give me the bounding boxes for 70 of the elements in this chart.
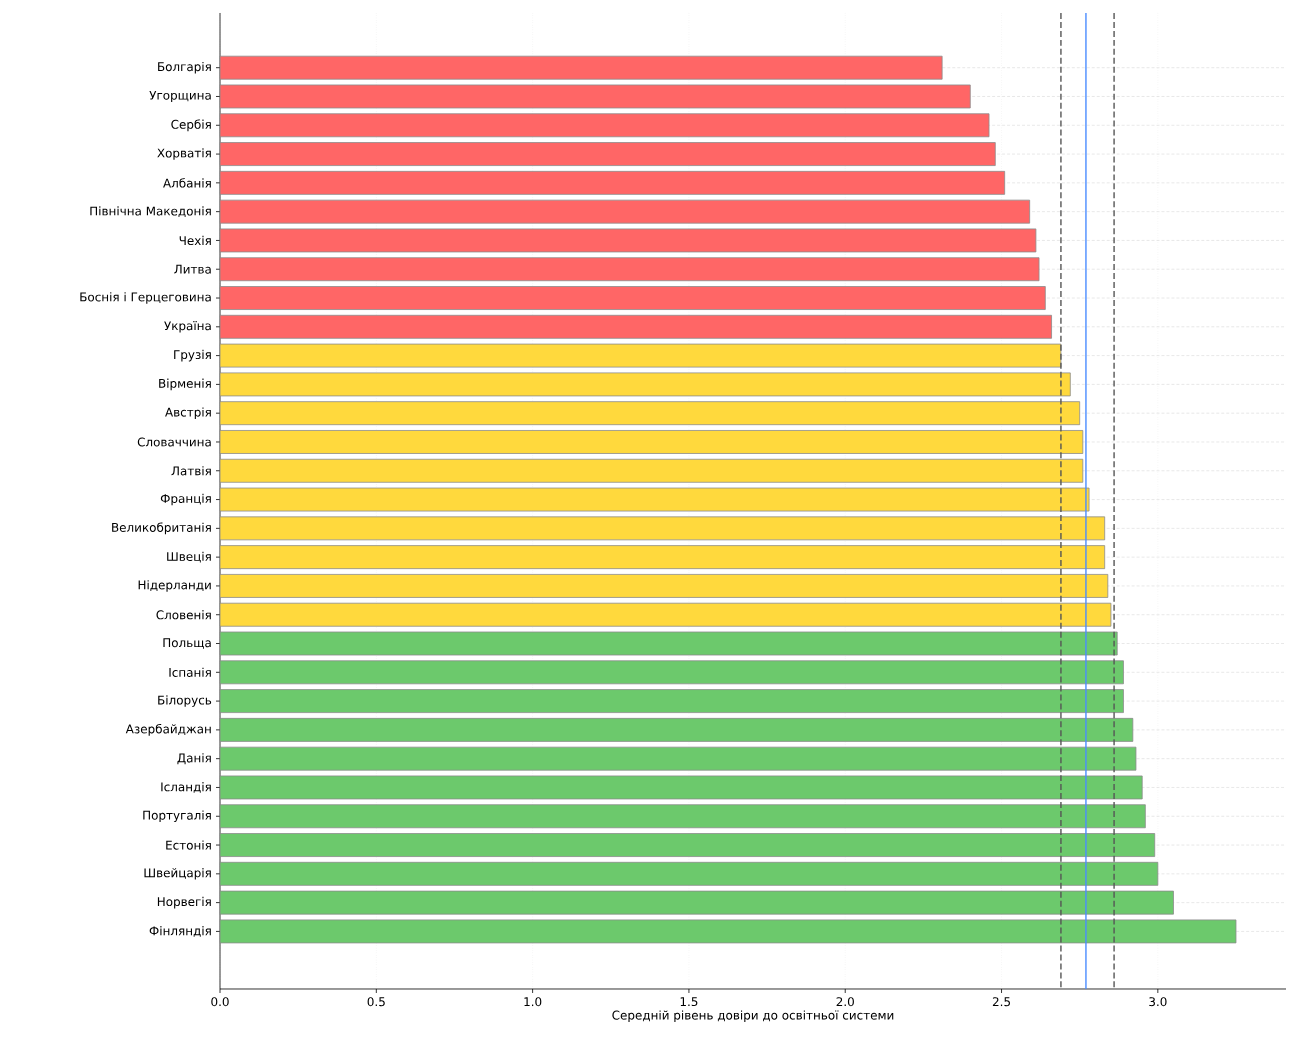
x-tick-label: 0.5 bbox=[367, 997, 385, 1007]
bar bbox=[219, 113, 990, 138]
bar bbox=[219, 458, 1084, 483]
bar bbox=[219, 689, 1124, 714]
y-tick-label: Іспанія bbox=[169, 667, 211, 677]
y-tick-label: Хорватія bbox=[157, 148, 211, 160]
bar bbox=[219, 55, 943, 80]
bar bbox=[219, 919, 1237, 944]
y-tick-label: Словаччина bbox=[137, 437, 211, 447]
x-tick-label: 3.0 bbox=[1149, 997, 1167, 1007]
bar bbox=[219, 717, 1134, 742]
bar bbox=[219, 286, 1046, 310]
bar bbox=[219, 142, 996, 166]
y-tick-label: Латвія bbox=[171, 466, 211, 476]
bar bbox=[219, 574, 1109, 598]
x-axis-title: Середній рівень довіри до освітньої системи bbox=[612, 1010, 894, 1022]
y-tick-label: Боснія і Герцеговина bbox=[80, 292, 211, 304]
bar bbox=[219, 602, 1112, 627]
x-tick-label: 1.5 bbox=[680, 997, 698, 1007]
bar bbox=[219, 487, 1090, 512]
y-tick-label: Литва bbox=[174, 264, 211, 274]
bar bbox=[219, 775, 1143, 800]
bar bbox=[219, 516, 1106, 541]
x-tick-label: 1.0 bbox=[524, 997, 542, 1007]
y-tick-label: Болгарія bbox=[158, 61, 211, 74]
y-tick-label: Україна bbox=[164, 321, 211, 333]
bar bbox=[219, 170, 1006, 195]
bar bbox=[219, 314, 1052, 339]
y-tick-label: Польща bbox=[163, 638, 211, 649]
y-tick-label: Швейцарія bbox=[144, 868, 211, 880]
y-tick-label: Сербія bbox=[171, 119, 211, 132]
y-tick-label: Північна Македонія bbox=[90, 206, 211, 218]
bar bbox=[219, 84, 971, 109]
y-tick-label: Ісландія bbox=[161, 782, 211, 793]
x-tick-label: 0.0 bbox=[211, 997, 229, 1007]
bar bbox=[219, 804, 1146, 829]
y-tick-label: Фінляндія bbox=[149, 926, 211, 937]
bar bbox=[219, 631, 1118, 656]
y-tick-label: Великобританія bbox=[112, 522, 211, 535]
x-tick-label: 2.0 bbox=[836, 997, 854, 1007]
y-tick-label: Азербайджан bbox=[125, 724, 211, 736]
bar bbox=[219, 372, 1071, 397]
y-tick-label: Білорусь bbox=[158, 695, 212, 707]
bar bbox=[219, 746, 1137, 771]
y-tick-label: Швеція bbox=[167, 551, 211, 563]
bar bbox=[219, 228, 1037, 253]
y-tick-label: Угорщина bbox=[149, 90, 211, 103]
bar bbox=[219, 861, 1159, 886]
y-tick-label: Словенія bbox=[156, 610, 211, 620]
y-tick-label: Нідерланди bbox=[138, 580, 211, 592]
bar bbox=[219, 199, 1031, 224]
y-tick-label: Данія bbox=[177, 753, 211, 765]
y-tick-label: Франція bbox=[160, 493, 211, 506]
bar bbox=[219, 890, 1174, 915]
bar bbox=[219, 545, 1106, 570]
y-tick-label: Австрія bbox=[165, 407, 211, 419]
bar bbox=[219, 430, 1084, 454]
y-tick-label: Грузія bbox=[174, 349, 211, 362]
y-tick-label: Естонія bbox=[166, 840, 211, 850]
bar bbox=[219, 660, 1124, 685]
bar bbox=[219, 343, 1062, 368]
bar bbox=[219, 401, 1081, 426]
bar bbox=[219, 257, 1040, 282]
y-tick-label: Албанія bbox=[163, 178, 211, 188]
y-tick-label: Чехія bbox=[179, 235, 211, 246]
y-tick-label: Норвегія bbox=[157, 896, 211, 909]
y-tick-label: Вірменія bbox=[159, 378, 211, 391]
x-tick-label: 2.5 bbox=[992, 997, 1010, 1007]
bar bbox=[219, 833, 1156, 857]
y-tick-label: Португалія bbox=[143, 810, 211, 823]
